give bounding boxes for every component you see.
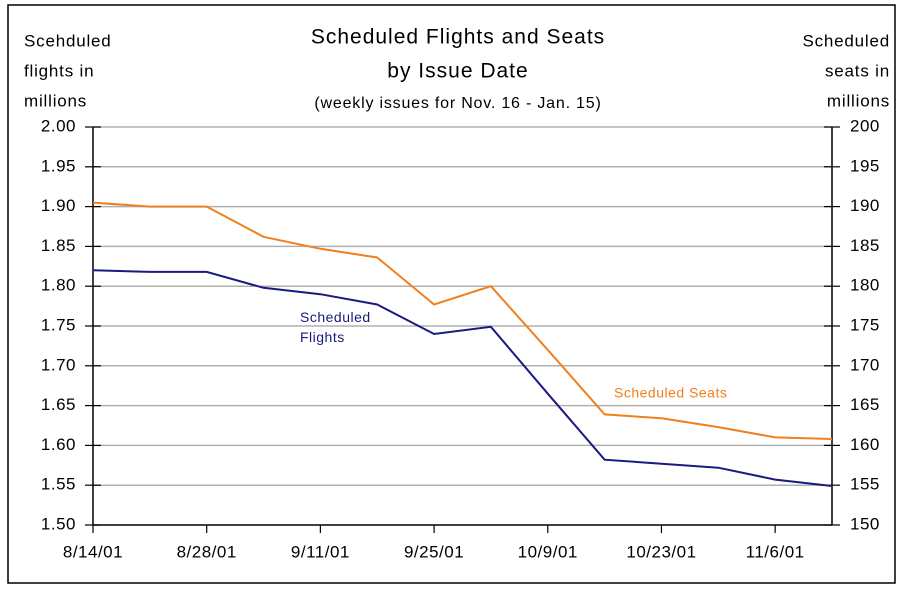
x-tick-label: 11/6/01 xyxy=(746,542,805,561)
y2-tick-label: 150 xyxy=(850,514,880,533)
series-line xyxy=(92,269,833,487)
frame xyxy=(7,4,896,584)
chart-title: by Issue Date xyxy=(387,60,528,83)
series-label: Scheduled Flights xyxy=(300,309,371,345)
y-axis-label: flights in xyxy=(24,61,94,80)
y2-tick-label: 200 xyxy=(850,116,880,135)
y-tick-label: 1.60 xyxy=(41,435,76,454)
x-tick-label: 9/11/01 xyxy=(291,542,350,561)
y-tick-label: 1.75 xyxy=(41,315,76,334)
series-label: Scheduled Seats xyxy=(614,385,727,401)
y2-axis-label: Scheduled xyxy=(802,31,890,50)
y-tick-label: 1.85 xyxy=(41,236,76,255)
x-tick-label: 8/28/01 xyxy=(177,542,237,561)
y2-tick-label: 185 xyxy=(850,236,880,255)
series-line xyxy=(92,201,833,440)
y2-tick-label: 160 xyxy=(850,435,880,454)
chart-title: Scheduled Flights and Seats xyxy=(311,26,605,49)
x-tick-label: 10/23/01 xyxy=(626,542,696,561)
x-tick-label: 8/14/01 xyxy=(63,542,123,561)
x-tick-label: 10/9/01 xyxy=(518,542,578,561)
y-tick-label: 1.70 xyxy=(41,355,76,374)
y2-tick-label: 165 xyxy=(850,395,880,414)
y-axis-label: Scehduled xyxy=(24,31,112,50)
y-axis-label: millions xyxy=(24,91,87,110)
y-tick-label: 2.00 xyxy=(41,116,76,135)
chart-subtitle: (weekly issues for Nov. 16 - Jan. 15) xyxy=(314,95,601,112)
y2-tick-label: 180 xyxy=(850,276,880,295)
y2-tick-label: 155 xyxy=(850,475,880,494)
y2-tick-label: 170 xyxy=(850,355,880,374)
y2-axis-label: seats in xyxy=(825,61,890,80)
y-tick-label: 1.95 xyxy=(41,156,76,175)
y2-tick-label: 175 xyxy=(850,315,880,334)
y-tick-label: 1.80 xyxy=(41,276,76,295)
x-tick-label: 9/25/01 xyxy=(404,542,464,561)
y-tick-label: 1.65 xyxy=(41,395,76,414)
y-tick-label: 1.90 xyxy=(41,196,76,215)
y2-tick-label: 195 xyxy=(850,156,880,175)
y2-tick-label: 190 xyxy=(850,196,880,215)
y-tick-label: 1.50 xyxy=(41,514,76,533)
y2-axis-label: millions xyxy=(827,91,890,110)
y-tick-label: 1.55 xyxy=(41,475,76,494)
